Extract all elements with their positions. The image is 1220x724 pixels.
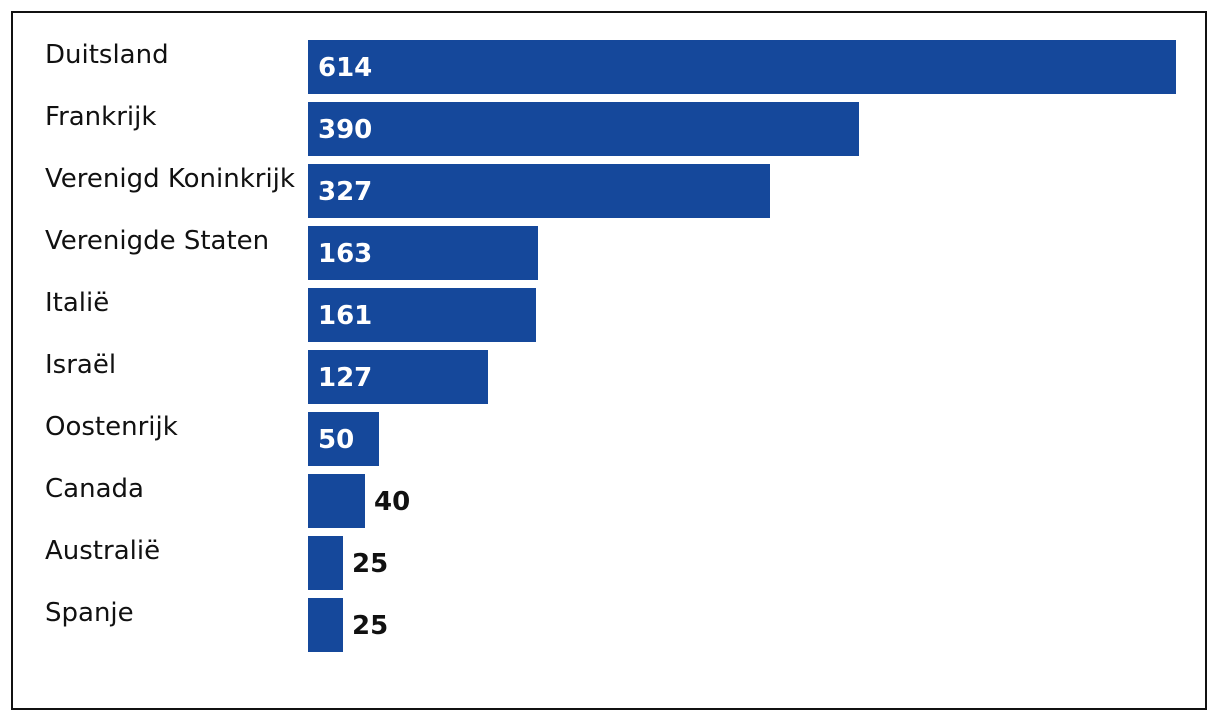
value-label: 161 bbox=[318, 301, 372, 331]
value-label: 25 bbox=[352, 611, 388, 641]
bar-row: Italië 161 bbox=[45, 288, 536, 342]
value-label: 327 bbox=[318, 177, 372, 207]
category-label: Duitsland bbox=[45, 40, 169, 70]
bar-row: Israël 127 bbox=[45, 350, 488, 404]
value-label: 127 bbox=[318, 363, 372, 393]
value-label: 25 bbox=[352, 549, 388, 579]
category-label: Italië bbox=[45, 288, 109, 318]
bar bbox=[308, 474, 365, 528]
value-label: 163 bbox=[318, 239, 372, 269]
bar bbox=[308, 350, 488, 404]
bar bbox=[308, 412, 379, 466]
category-label: Verenigde Staten bbox=[45, 226, 269, 256]
value-label: 50 bbox=[318, 425, 354, 455]
bar bbox=[308, 40, 1176, 94]
category-label: Verenigd Koninkrijk bbox=[45, 164, 295, 194]
bar-row: Canada 40 bbox=[45, 474, 410, 528]
category-label: Oostenrijk bbox=[45, 412, 178, 442]
bar-row: Australië 25 bbox=[45, 536, 388, 590]
category-label: Canada bbox=[45, 474, 144, 504]
bar-row: Verenigd Koninkrijk 327 bbox=[45, 164, 770, 218]
bar bbox=[308, 598, 343, 652]
bar bbox=[308, 288, 536, 342]
bar-row: Oostenrijk 50 bbox=[45, 412, 379, 466]
category-label: Israël bbox=[45, 350, 116, 380]
bar-row: Spanje 25 bbox=[45, 598, 388, 652]
bar bbox=[308, 536, 343, 590]
category-label: Australië bbox=[45, 536, 160, 566]
value-label: 614 bbox=[318, 53, 372, 83]
value-label: 390 bbox=[318, 115, 372, 145]
bar-row: Frankrijk 390 bbox=[45, 102, 859, 156]
bar bbox=[308, 164, 770, 218]
bar bbox=[308, 102, 859, 156]
bar-row: Duitsland 614 bbox=[45, 40, 1176, 94]
bar-row: Verenigde Staten 163 bbox=[45, 226, 538, 280]
category-label: Spanje bbox=[45, 598, 134, 628]
bar bbox=[308, 226, 538, 280]
value-label: 40 bbox=[374, 487, 410, 517]
category-label: Frankrijk bbox=[45, 102, 156, 132]
